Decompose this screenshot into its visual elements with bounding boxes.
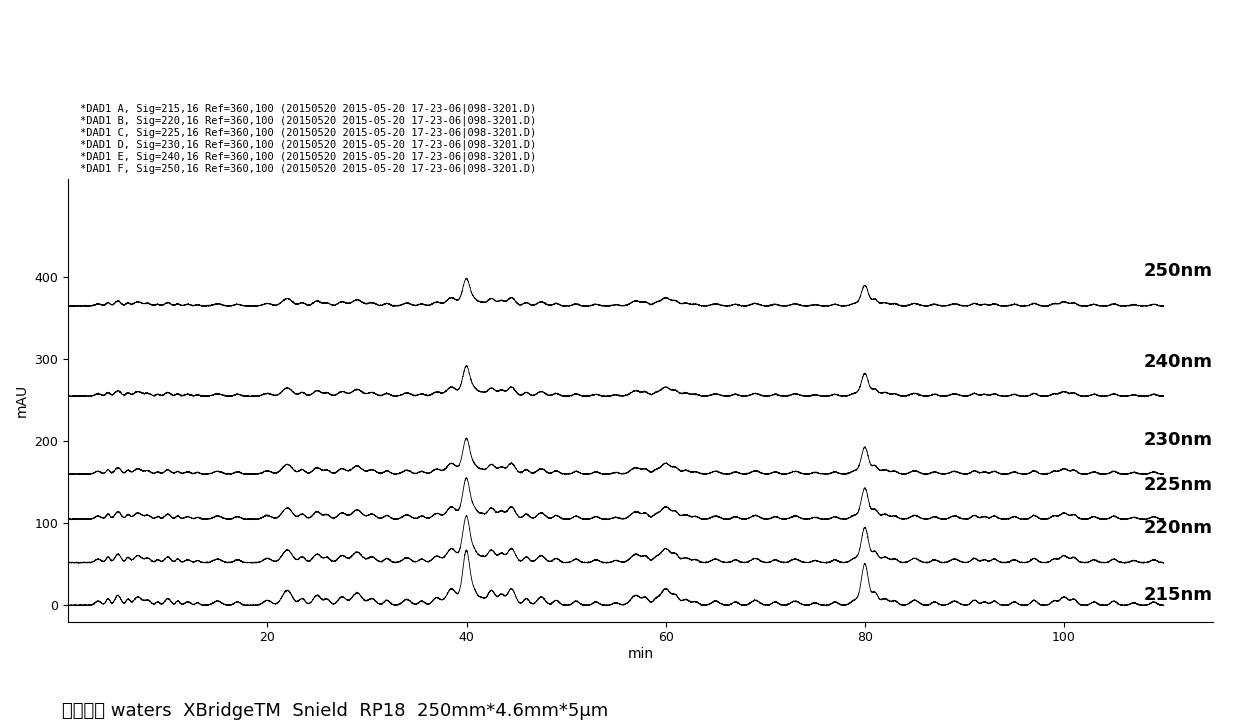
X-axis label: min: min [628, 647, 654, 661]
Text: 230nm: 230nm [1144, 430, 1213, 449]
Text: *DAD1 A, Sig=215,16 Ref=360,100 (20150520 2015-05-20 17-23-06|098-3201.D)
*DAD1 : *DAD1 A, Sig=215,16 Ref=360,100 (2015052… [79, 103, 535, 174]
Text: 250nm: 250nm [1144, 262, 1213, 281]
Text: 220nm: 220nm [1144, 519, 1213, 537]
Text: 215nm: 215nm [1144, 587, 1213, 604]
Y-axis label: mAU: mAU [15, 384, 28, 417]
Text: 色谱柱： waters  XBridgeTM  Snield  RP18  250mm*4.6mm*5μm: 色谱柱： waters XBridgeTM Snield RP18 250mm*… [62, 702, 608, 720]
Text: 240nm: 240nm [1144, 353, 1213, 371]
Text: 225nm: 225nm [1144, 475, 1213, 494]
